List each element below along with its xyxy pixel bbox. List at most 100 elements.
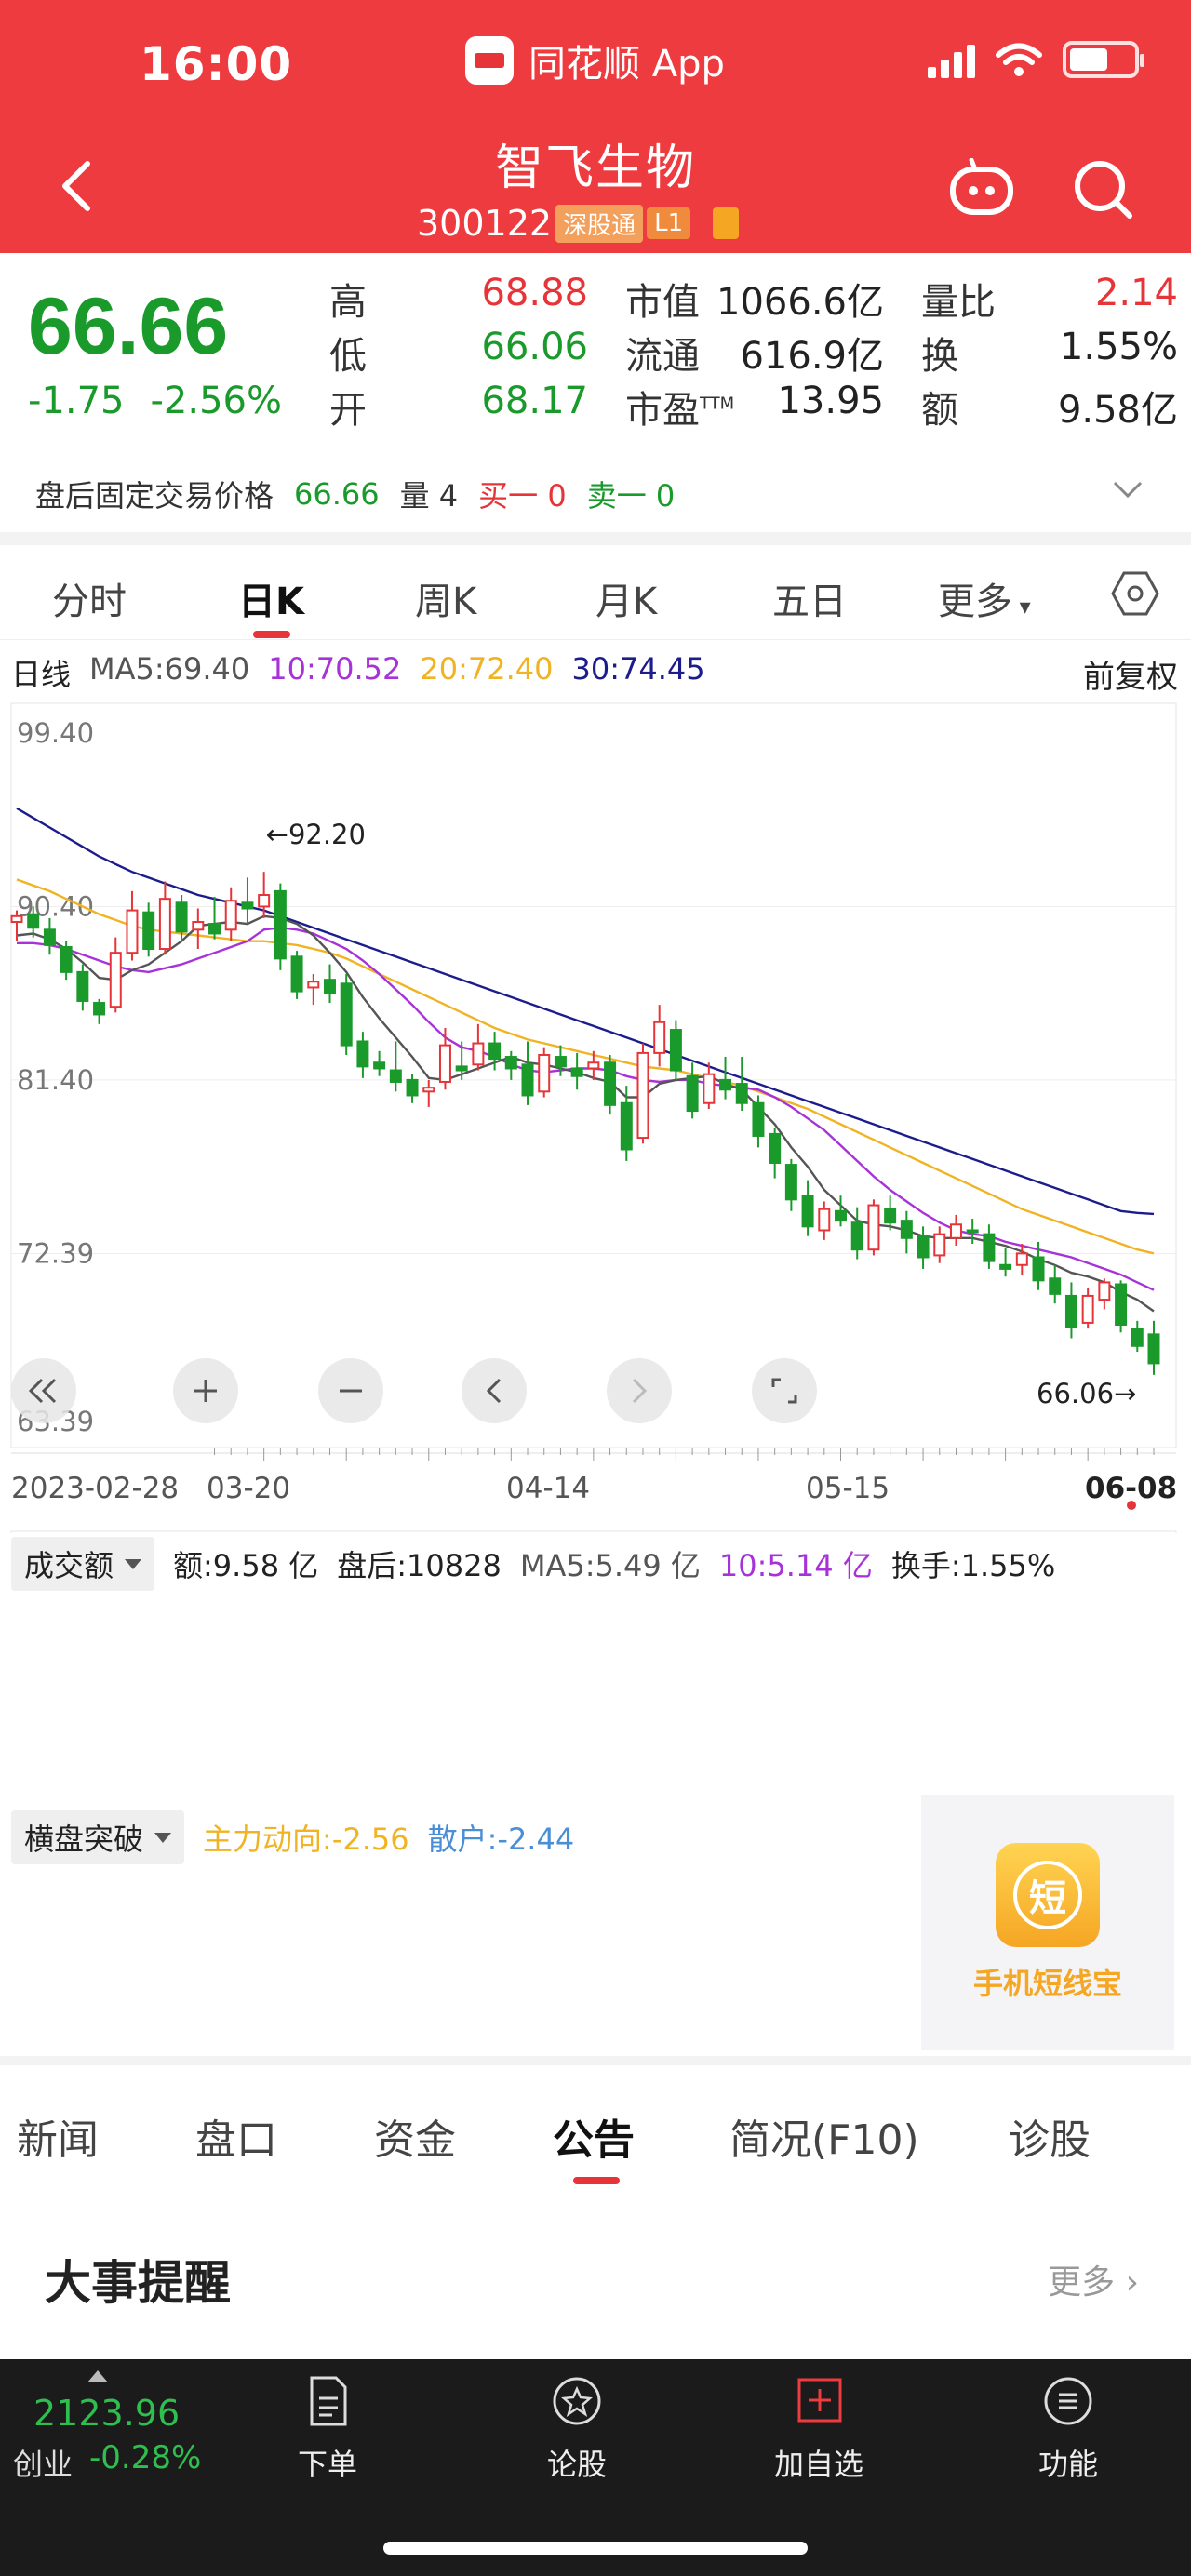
candle-body: [719, 1078, 732, 1091]
ma10-line: [17, 926, 1155, 1291]
ma20-line: [16, 878, 1155, 1255]
scroll-left-button[interactable]: [462, 1358, 527, 1423]
candle-body: [835, 1209, 847, 1222]
change-percent: -2.56%: [150, 380, 283, 422]
tab-weekly-k[interactable]: 周K: [415, 581, 477, 623]
bottom-bar: 2123.96 创业 -0.28% 下单 论股 加自选 功能: [0, 2359, 1191, 2576]
min-price-label: 66.06→: [1037, 1378, 1136, 1409]
bottom-add-watchlist-button[interactable]: 加自选: [754, 2372, 884, 2484]
candle-body: [373, 1061, 386, 1070]
candle-body: [438, 1044, 451, 1083]
indicator-retail: 散户:-2.44: [427, 1822, 575, 1857]
candle-body: [93, 1002, 106, 1016]
stat-low: 低 66.06: [329, 326, 588, 378]
candle-body: [884, 1208, 897, 1224]
candle-body: [521, 1063, 534, 1097]
candle-body: [488, 1042, 502, 1061]
candle-body: [769, 1132, 782, 1164]
tag-connect: 深股通: [555, 204, 644, 243]
candle-body: [933, 1233, 946, 1257]
candle-body: [570, 1067, 583, 1077]
tab-daily-k[interactable]: 日K: [238, 581, 304, 623]
change-value: -1.75: [28, 380, 125, 422]
vol-amount: 额:9.58 亿: [173, 1548, 319, 1583]
candle-body: [1098, 1281, 1111, 1301]
price-change: -1.75 -2.56%: [28, 380, 282, 422]
bottom-functions-button[interactable]: 功能: [1003, 2372, 1133, 2484]
stat-amount: 额 9.58亿: [921, 389, 1178, 432]
price-adjust-toggle[interactable]: 前复权: [1083, 659, 1178, 696]
candle-body: [587, 1061, 600, 1070]
candle-body: [290, 955, 303, 993]
candle-body: [818, 1208, 831, 1232]
candle-body: [735, 1083, 748, 1104]
tab-orderbook[interactable]: 盘口: [195, 2116, 277, 2164]
candle-body: [406, 1078, 419, 1097]
vol-ma5: MA5:5.49 亿: [519, 1548, 701, 1583]
stat-volume-ratio: 量比 2.14: [921, 272, 1178, 324]
tab-diagnosis[interactable]: 诊股: [1009, 2116, 1091, 2164]
zoom-in-button[interactable]: [173, 1358, 238, 1423]
back-icon[interactable]: [58, 158, 95, 214]
candle-body: [900, 1220, 913, 1239]
candle-body: [1147, 1333, 1160, 1365]
stat-float: 流通 616.9亿: [625, 335, 884, 378]
candle-body: [1032, 1256, 1045, 1282]
bottom-order-button[interactable]: 下单: [262, 2372, 393, 2484]
events-more-link[interactable]: 更多 ›: [1048, 2263, 1139, 2302]
indicator-selector[interactable]: 横盘突破: [11, 1810, 185, 1864]
tab-funds[interactable]: 资金: [374, 2116, 456, 2164]
volume-panel-header: 成交额 额:9.58 亿 盘后:10828 MA5:5.49 亿 10:5.14…: [11, 1537, 1055, 1591]
menu-circle-icon: [1044, 2377, 1092, 2425]
y-tick-label: 81.40: [17, 1064, 94, 1096]
candle-body: [949, 1223, 962, 1239]
tab-announcements[interactable]: 公告: [553, 2116, 635, 2164]
scroll-right-button[interactable]: [607, 1358, 672, 1423]
stat-turnover: 换 1.55%: [921, 326, 1178, 378]
legend-period: 日线: [11, 657, 72, 692]
status-indicators: [928, 41, 1144, 78]
chevron-down-icon[interactable]: [1111, 473, 1144, 506]
candle-body: [784, 1164, 797, 1201]
fullscreen-button[interactable]: [752, 1358, 817, 1423]
tag-extra-icon: [713, 207, 740, 239]
chevron-left-icon: [486, 1378, 502, 1404]
ma-legend: 日线 MA5:69.40 10:70.52 20:72.40 30:74.45: [11, 651, 705, 694]
promo-shortline-card[interactable]: 短 手机短线宝: [921, 1795, 1174, 2050]
app-icon: [465, 36, 514, 85]
app-header: 16:00 同花顺 App 智飞生物 300122 深股通 L1: [0, 0, 1191, 253]
x-tick-label: 05-15: [806, 1472, 890, 1505]
candle-body: [686, 1074, 699, 1113]
expand-icon: [771, 1378, 797, 1404]
after-hours-row[interactable]: 盘后固定交易价格 66.66 量 4 买一 0 卖一 0: [35, 476, 676, 514]
tab-intraday[interactable]: 分时: [52, 581, 127, 623]
stat-pe: 市盈TTM 13.95: [625, 380, 884, 432]
settings-hex-icon[interactable]: [1111, 569, 1159, 618]
section-gap: [0, 532, 1191, 545]
candle-body: [60, 945, 73, 973]
candle-body: [669, 1029, 682, 1072]
home-indicator: [383, 2542, 808, 2555]
candle-body: [241, 901, 254, 910]
shortline-icon: 短: [996, 1843, 1100, 1947]
x-tick-label: 03-20: [207, 1472, 290, 1505]
assistant-robot-icon[interactable]: [947, 158, 1016, 216]
index-value[interactable]: 2123.96: [33, 2393, 181, 2434]
candle-body: [966, 1229, 979, 1234]
zoom-out-range-button[interactable]: [11, 1358, 76, 1423]
tab-f10[interactable]: 简况(F10): [729, 2116, 919, 2164]
x-tick-label: 2023-02-28: [11, 1472, 179, 1505]
tab-monthly-k[interactable]: 月K: [596, 581, 658, 623]
tab-five-day[interactable]: 五日: [772, 581, 847, 623]
zoom-out-button[interactable]: [318, 1358, 383, 1423]
stock-name: 智飞生物: [494, 140, 696, 196]
tab-news[interactable]: 新闻: [17, 2116, 99, 2164]
vol-ma10: 10:5.14 亿: [718, 1548, 873, 1583]
search-icon[interactable]: [1072, 158, 1133, 220]
bottom-forum-button[interactable]: 论股: [512, 2372, 642, 2484]
candle-body: [801, 1195, 814, 1228]
candle-body: [538, 1053, 551, 1093]
kline-tabs: 分时 日K 周K 月K 五日 更多 ▾: [0, 545, 1191, 640]
tab-more[interactable]: 更多 ▾: [938, 581, 1031, 623]
volume-indicator-selector[interactable]: 成交额: [11, 1537, 155, 1591]
